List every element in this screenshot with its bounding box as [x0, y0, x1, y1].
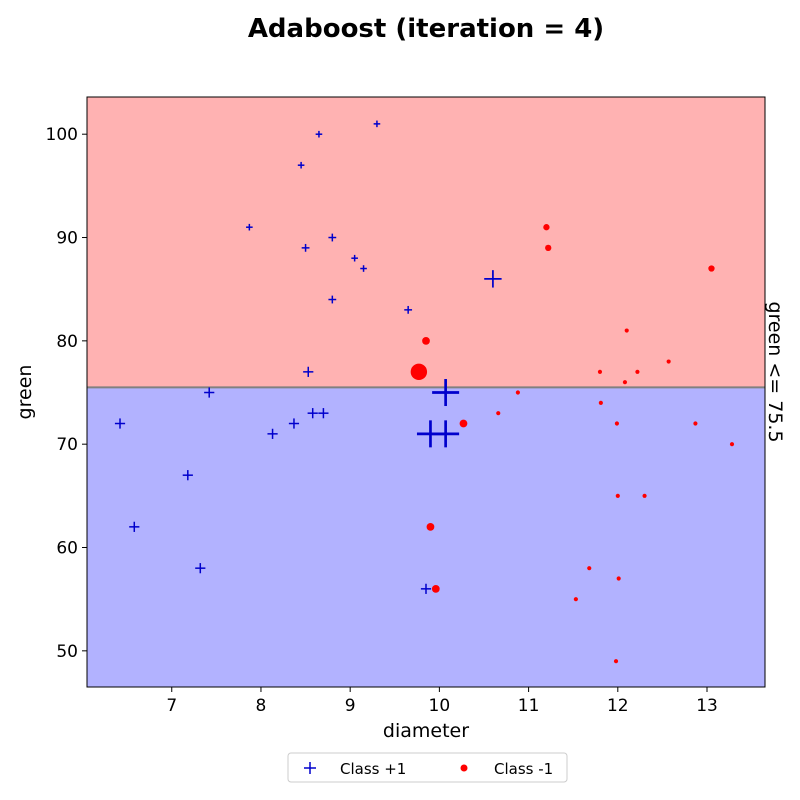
decision-boundary-annotation: green <= 75.5 [764, 301, 786, 442]
data-point-class-minus [635, 369, 640, 374]
y-axis-ticks: 50 60 70 80 90 100 [46, 125, 87, 662]
legend-label-class-plus: Class +1 [340, 760, 406, 778]
legend-plus-icon [304, 762, 316, 774]
legend-plus-marker [304, 762, 316, 774]
data-point-class-minus [515, 390, 520, 395]
data-point-class-plus [373, 120, 381, 128]
data-point-class-plus [195, 563, 206, 574]
y-axis-label: green [14, 365, 36, 420]
data-point-class-plus [297, 161, 305, 169]
data-point-class-plus [301, 243, 310, 252]
legend: Class +1 Class -1 [287, 752, 568, 783]
y-tick-label: 60 [56, 539, 78, 559]
y-tick-label: 80 [56, 332, 78, 352]
data-point-class-plus [246, 223, 253, 231]
x-tick-label: 8 [256, 696, 267, 716]
data-point-class-minus [587, 566, 592, 571]
data-point-class-plus [307, 408, 318, 419]
x-tick-label: 7 [166, 696, 177, 716]
x-axis-label: diameter [383, 720, 469, 742]
y-tick-label: 100 [46, 125, 78, 145]
x-axis-ticks: 7 8 9 10 11 12 13 [166, 687, 718, 716]
data-point-class-minus [614, 421, 619, 426]
data-point-class-plus [303, 366, 314, 377]
data-point-class-plus [267, 428, 278, 439]
data-point-class-plus [114, 418, 126, 429]
region-below-threshold [87, 387, 765, 687]
x-tick-label: 10 [429, 696, 451, 716]
data-point-class-minus [573, 597, 578, 602]
data-point-class-plus [432, 379, 460, 407]
data-point-class-plus [328, 233, 337, 242]
y-tick-label: 70 [56, 435, 78, 455]
legend-dot-marker [460, 764, 468, 772]
plot-area [86, 96, 766, 688]
data-point-class-minus [613, 659, 619, 664]
data-point-class-minus [431, 584, 440, 593]
data-point-class-minus [729, 442, 735, 447]
x-tick-label: 9 [345, 696, 356, 716]
x-tick-label: 11 [518, 696, 540, 716]
data-point-class-minus [708, 265, 715, 272]
data-point-class-plus [351, 254, 358, 262]
data-point-class-minus [615, 493, 620, 498]
y-tick-label: 50 [56, 642, 78, 662]
data-point-class-minus [642, 493, 647, 498]
data-point-class-plus [404, 305, 413, 314]
data-point-class-minus [459, 419, 468, 428]
legend-frame [287, 752, 568, 783]
legend-dot-icon [460, 764, 468, 772]
data-point-class-plus [129, 521, 140, 532]
data-point-class-minus [598, 400, 603, 405]
legend-label-class-minus: Class -1 [494, 760, 553, 778]
x-tick-label: 13 [696, 696, 718, 716]
data-point-class-minus [616, 576, 621, 581]
legend-entry-class-minus: Class -1 [460, 760, 553, 778]
data-point-class-plus [288, 418, 300, 429]
data-point-class-minus [496, 411, 501, 416]
data-point-class-minus [543, 224, 550, 231]
x-tick-label: 12 [607, 696, 629, 716]
data-point-class-plus [360, 265, 367, 272]
plot-frame [86, 96, 766, 688]
data-point-class-plus [432, 420, 460, 448]
chart-title: Adaboost (iteration = 4) [248, 14, 604, 44]
data-point-class-minus [545, 244, 552, 252]
data-point-class-plus [315, 130, 323, 138]
data-point-class-minus [693, 421, 698, 426]
data-point-class-minus [410, 363, 428, 381]
data-point-class-minus [624, 328, 629, 333]
data-point-class-plus [204, 387, 215, 398]
data-point-class-plus [182, 470, 193, 481]
data-point-class-plus [328, 295, 337, 304]
data-points [114, 120, 735, 664]
data-point-class-minus [622, 380, 628, 385]
legend-entry-class-plus: Class +1 [304, 760, 406, 778]
data-point-class-plus [484, 270, 502, 288]
y-tick-label: 90 [56, 229, 78, 249]
data-point-class-minus [597, 369, 603, 374]
data-point-class-plus [318, 408, 329, 419]
data-point-class-plus [420, 583, 432, 594]
data-point-class-minus [426, 522, 435, 531]
data-point-class-minus [666, 359, 671, 364]
data-point-class-minus [422, 336, 430, 345]
